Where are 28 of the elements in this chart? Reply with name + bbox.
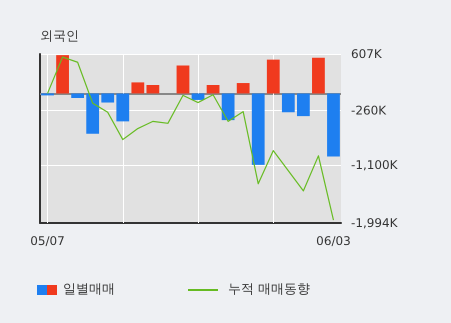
bar — [56, 55, 69, 94]
bar — [131, 82, 144, 94]
bar — [252, 93, 265, 165]
x-tick-label: 05/07 — [30, 234, 65, 248]
y-tick-label: 607K — [351, 47, 383, 61]
bar — [282, 93, 295, 112]
bar — [101, 93, 114, 103]
bar — [206, 84, 220, 94]
y-tick-label: -260K — [351, 103, 388, 118]
bar — [236, 83, 250, 94]
bar — [176, 66, 190, 94]
legend-label: 일별매매 — [63, 282, 115, 297]
bar — [146, 84, 160, 94]
y-tick-label: -1,994K — [351, 216, 399, 230]
bar — [296, 93, 310, 116]
bar — [327, 93, 340, 156]
bar — [222, 93, 235, 120]
legend-label: 누적 매매동향 — [228, 282, 310, 297]
chart-title: 외국인 — [40, 29, 79, 44]
bar — [312, 58, 325, 94]
x-tick-label: 06/03 — [316, 234, 351, 248]
line-series — [46, 56, 334, 221]
bar — [86, 93, 100, 134]
bar — [71, 93, 84, 98]
bar — [116, 93, 130, 122]
bar — [192, 93, 204, 100]
y-tick-label: -1,100K — [351, 158, 399, 172]
bar — [266, 60, 280, 94]
